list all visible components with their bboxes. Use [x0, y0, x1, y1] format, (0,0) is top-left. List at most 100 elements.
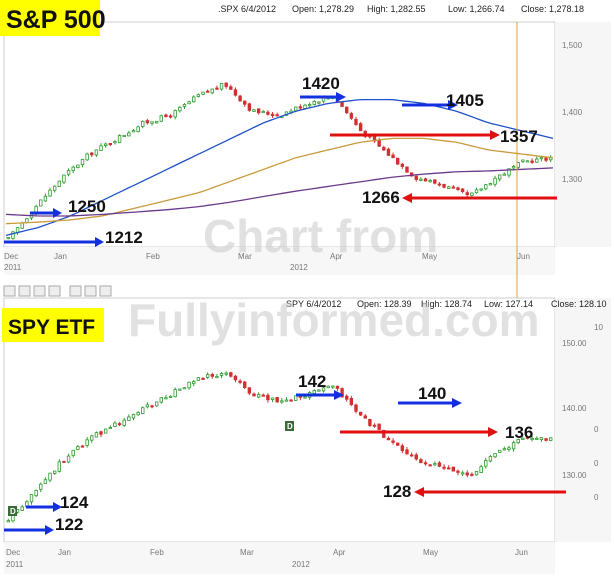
spx-candle: [405, 166, 409, 173]
spy-candle: [173, 389, 177, 398]
spx-xtick-dec: Dec: [4, 252, 18, 261]
spx-candle: [103, 143, 108, 146]
spx-label-1266: 1266: [362, 188, 400, 207]
spx-label-1357: 1357: [500, 127, 538, 146]
spx-candle: [423, 178, 428, 182]
spy-candle: [391, 440, 395, 443]
spx-candle: [437, 183, 442, 186]
spx-candle: [90, 152, 94, 156]
spx-xtick-may: May: [422, 252, 437, 261]
spy-candle: [502, 448, 507, 451]
spy-candle: [465, 472, 469, 476]
spy-candle: [516, 439, 520, 444]
spx-label-1420: 1420: [302, 74, 340, 93]
spy-candle: [437, 462, 442, 467]
spy-candle: [335, 385, 340, 389]
spx-candle: [25, 218, 29, 223]
dividend-marker-dec-letter: D: [10, 507, 16, 516]
spx-price-axis: [555, 22, 611, 247]
spy-candle: [303, 396, 307, 399]
spy-candle: [525, 436, 530, 439]
spx-candle: [446, 186, 451, 189]
spy-candle: [127, 416, 131, 421]
spx-xtick-mar: Mar: [238, 252, 252, 261]
spy-candle: [159, 397, 163, 403]
spy-candle: [20, 506, 24, 511]
spy-year-2011: 2011: [6, 560, 24, 569]
spx-ytick-1500: 1,500: [562, 41, 583, 50]
spx-candle: [43, 195, 48, 202]
spx-candle: [307, 104, 312, 107]
magnet-icon[interactable]: [99, 285, 112, 297]
spy-candle: [331, 385, 335, 388]
pencil-icon[interactable]: [18, 285, 31, 297]
spy-candle: [43, 479, 48, 484]
spy-candle: [368, 418, 372, 426]
spy-arrowhead-142: [334, 390, 344, 400]
spy-candle: [535, 437, 539, 440]
spx-candle: [530, 160, 534, 163]
spx-candle: [409, 172, 414, 177]
spy-candle: [382, 429, 386, 438]
spy-candle: [178, 388, 182, 391]
spx-candle: [141, 121, 145, 127]
spy-candle: [539, 437, 544, 440]
spy-year-2012: 2012: [292, 560, 310, 569]
spx-candle: [238, 95, 242, 102]
table-icon[interactable]: [48, 285, 61, 297]
spx-candle: [57, 180, 62, 187]
spx-year-2012: 2012: [290, 263, 308, 272]
ruler-icon[interactable]: [33, 285, 46, 297]
spy-candle: [488, 456, 493, 462]
spy-candle: [141, 407, 145, 414]
spx-moving-averages: [5, 98, 554, 237]
trend-icon[interactable]: [69, 285, 82, 297]
spx-candle: [511, 166, 516, 169]
spy-candle: [266, 394, 270, 401]
spx-candle: [340, 102, 344, 107]
spx-candle: [382, 146, 386, 151]
spy-candle: [280, 400, 284, 403]
spy-candle: [423, 462, 428, 465]
spx-candle: [474, 189, 479, 194]
spy-candles: [6, 371, 553, 523]
spy-candle: [224, 372, 228, 375]
spx-candle: [145, 120, 150, 124]
spx-label-1212: 1212: [105, 228, 143, 247]
spx-candle: [460, 188, 465, 192]
spy-arrowhead-122: [45, 525, 54, 535]
spx-candle: [159, 115, 163, 122]
spy-candle: [275, 397, 279, 403]
spy-candle: [39, 483, 43, 490]
spy-candle: [548, 437, 553, 441]
spy-candle: [182, 387, 187, 390]
spx-candle: [178, 106, 182, 112]
spy-candle: [354, 404, 358, 412]
spx-candle: [497, 174, 502, 180]
gear-icon[interactable]: [84, 285, 97, 297]
spx-candle: [233, 89, 238, 96]
spy-rtick-0: 10: [594, 323, 603, 332]
spy-candle: [80, 445, 85, 448]
zoom-icon[interactable]: [3, 285, 16, 297]
spy-candle: [62, 460, 66, 463]
spx-candle: [298, 106, 303, 109]
spy-candle: [145, 404, 150, 408]
spx-candle: [428, 180, 432, 183]
spx-arrowhead-1212: [95, 237, 104, 247]
spy-candle: [164, 397, 168, 400]
spy-candle: [474, 471, 479, 476]
spy-candle: [34, 490, 38, 497]
spy-candle: [131, 413, 136, 419]
spx-candle: [419, 178, 423, 181]
dividend-marker-dec: [8, 506, 17, 516]
spx-candle: [229, 86, 233, 90]
spy-header-low: Low: 127.14: [484, 299, 533, 309]
spx-candle: [354, 118, 358, 126]
spx-candle: [94, 149, 99, 156]
spx-candle: [66, 170, 71, 175]
spy-candle: [201, 377, 205, 380]
spx-year-2011: 2011: [4, 263, 22, 272]
spx-candle: [433, 179, 437, 184]
spy-candle: [456, 470, 460, 473]
